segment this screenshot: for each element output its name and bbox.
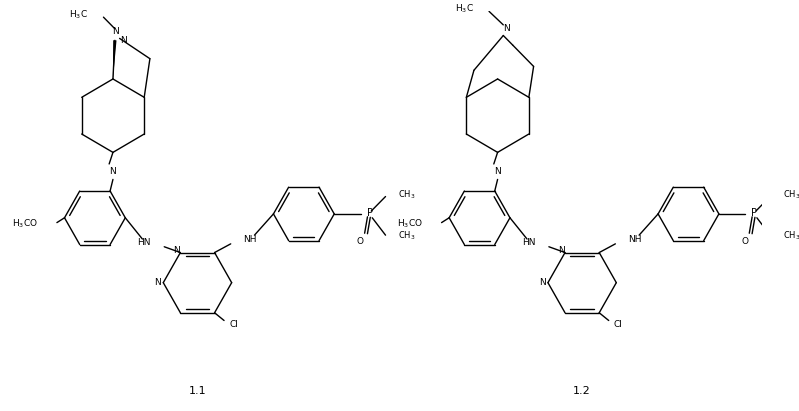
Text: Cl: Cl <box>614 320 622 329</box>
Text: CH$_3$: CH$_3$ <box>398 188 415 201</box>
Text: N: N <box>503 24 510 33</box>
Text: H$_3$CO: H$_3$CO <box>396 217 423 230</box>
Text: H$_3$CO: H$_3$CO <box>12 217 38 230</box>
Text: Cl: Cl <box>229 320 238 329</box>
Text: N: N <box>558 246 565 255</box>
Text: CH$_3$: CH$_3$ <box>782 230 799 242</box>
Text: CH$_3$: CH$_3$ <box>398 230 415 242</box>
Text: N: N <box>109 167 117 176</box>
Text: NH: NH <box>243 235 256 244</box>
Text: HN: HN <box>522 238 535 247</box>
Text: N: N <box>539 278 546 287</box>
Text: NH: NH <box>628 235 642 244</box>
Polygon shape <box>113 40 117 79</box>
Text: O: O <box>741 238 748 247</box>
Text: 1.2: 1.2 <box>573 386 591 396</box>
Text: N: N <box>173 246 180 255</box>
Text: P: P <box>367 208 372 218</box>
Text: O: O <box>356 238 364 247</box>
Text: CH$_3$: CH$_3$ <box>782 188 799 201</box>
Text: 1.1: 1.1 <box>189 386 206 396</box>
Text: HN: HN <box>137 238 151 247</box>
Text: P: P <box>751 208 757 218</box>
Text: H$_3$C: H$_3$C <box>455 2 474 15</box>
Text: N: N <box>113 27 119 36</box>
Text: H$_3$C: H$_3$C <box>70 8 88 21</box>
Text: N: N <box>154 278 161 287</box>
Text: N: N <box>120 36 127 45</box>
Text: N: N <box>495 167 501 176</box>
